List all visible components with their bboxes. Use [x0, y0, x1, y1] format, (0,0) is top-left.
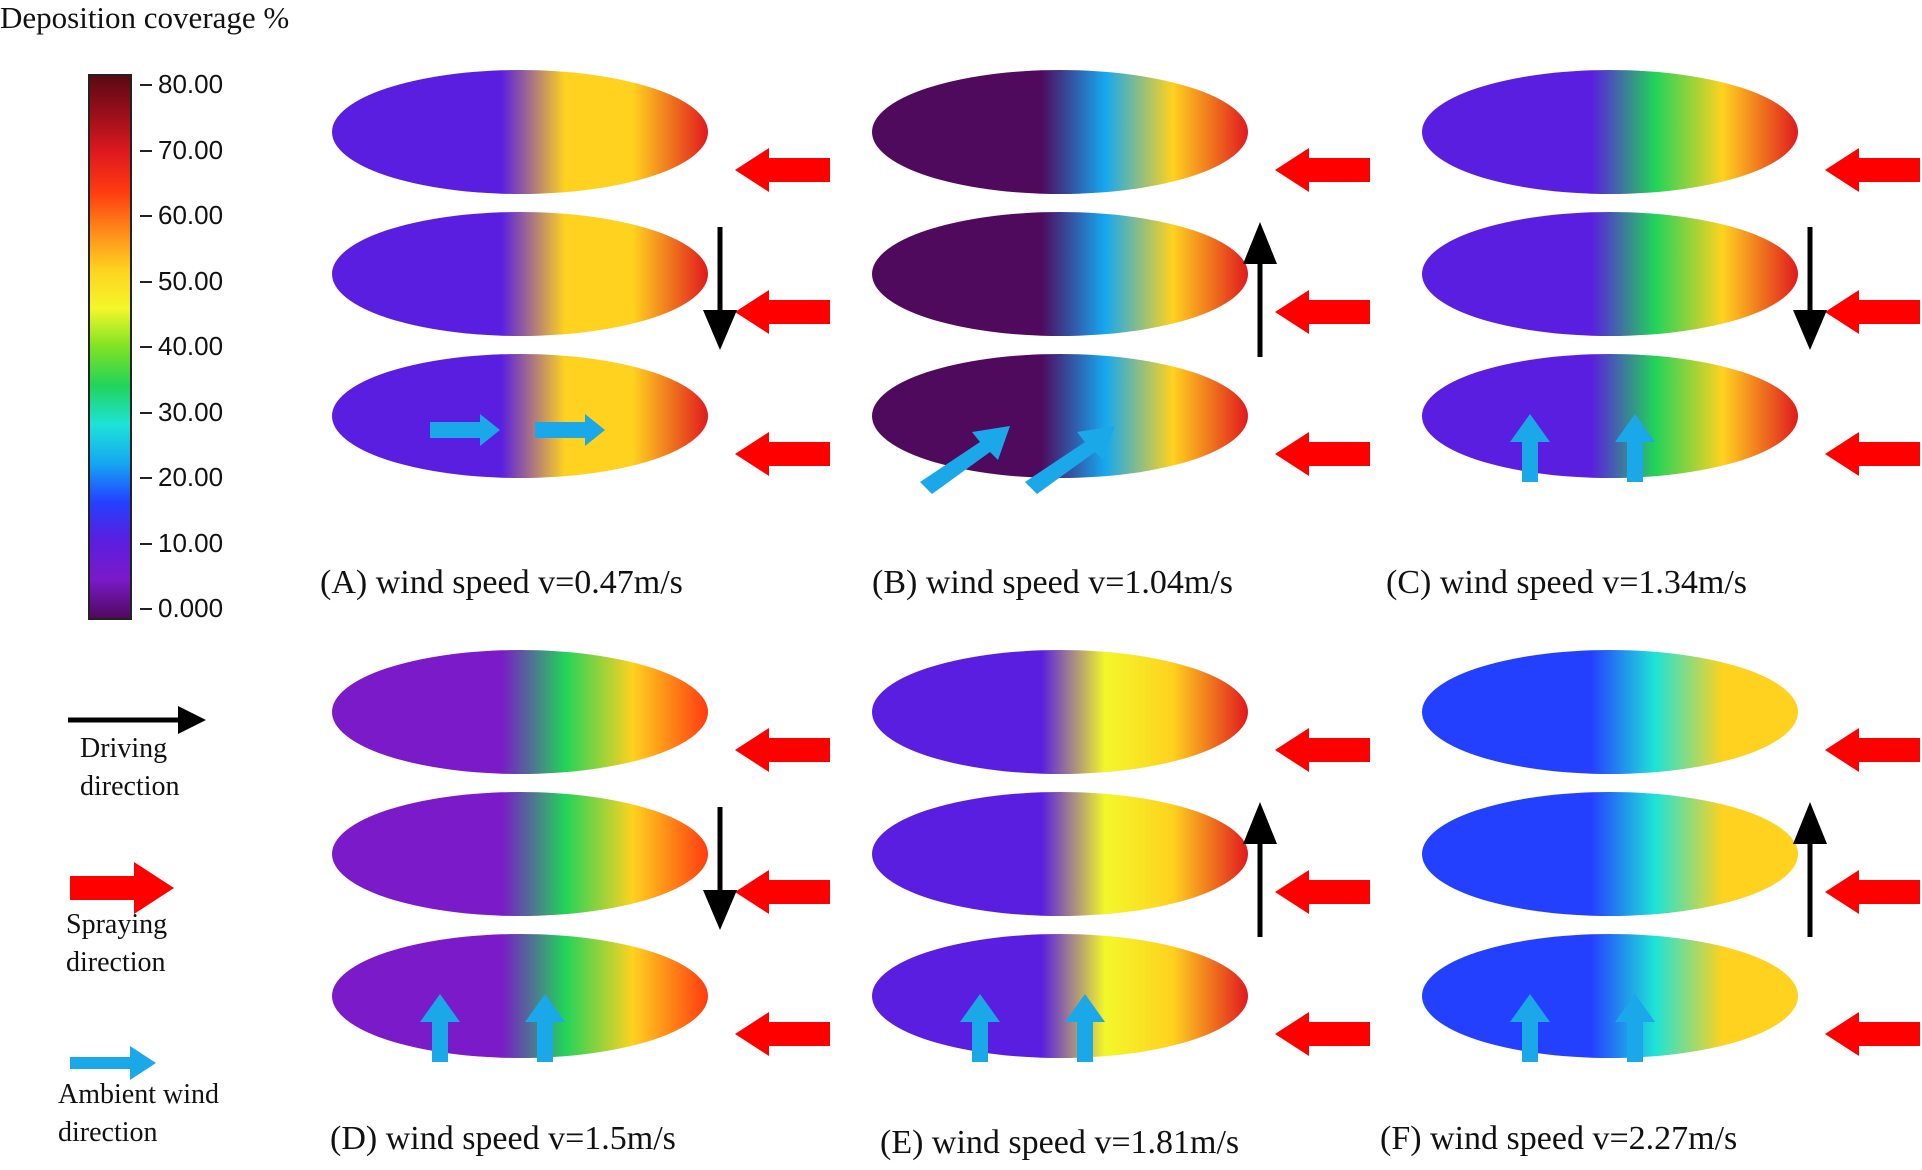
spraying-arrow-icon	[1825, 1012, 1920, 1056]
panel-d	[332, 650, 830, 1062]
spraying-arrow-icon	[1275, 432, 1370, 476]
panel-c	[1422, 70, 1920, 482]
spraying-arrow-icon	[1275, 870, 1370, 914]
panel-caption: (C) wind speed v=1.34m/s	[1386, 564, 1748, 601]
driving-arrow-icon	[1793, 802, 1827, 844]
spraying-arrow-icon	[70, 862, 174, 914]
wind-arrow-icon	[960, 994, 1000, 1062]
spraying-arrow-icon	[735, 290, 830, 334]
panel-f	[1422, 650, 1920, 1062]
coverage-ellipse	[1422, 354, 1798, 478]
panel-caption: (B) wind speed v=1.04m/s	[872, 564, 1234, 601]
colorbar-tick	[140, 84, 152, 86]
wind-arrow-icon	[1510, 414, 1550, 482]
coverage-ellipse	[872, 212, 1248, 336]
spraying-arrow-icon	[1825, 728, 1920, 772]
spraying-arrow-icon	[735, 870, 830, 914]
colorbar-tick	[140, 411, 152, 414]
wind-arrow-icon	[70, 1046, 156, 1080]
spraying-arrow-icon	[735, 728, 830, 772]
colorbar-tick-label: 0.000	[158, 593, 224, 623]
colorbar	[88, 74, 132, 620]
spraying-arrow-icon	[1275, 290, 1370, 334]
wind-arrow-icon	[430, 414, 500, 446]
colorbar-tick	[140, 477, 152, 479]
coverage-ellipse	[332, 650, 708, 774]
colorbar-tick	[140, 149, 152, 152]
panel-a	[332, 70, 830, 478]
colorbar-tick	[140, 215, 152, 217]
driving-arrow-icon	[1793, 310, 1827, 350]
colorbar-tick-label: 40.00	[158, 331, 224, 361]
colorbar-tick-label: 20.00	[158, 462, 224, 492]
spraying-arrow-icon	[1275, 728, 1370, 772]
driving-arrow-icon	[1243, 222, 1277, 264]
coverage-ellipse	[1422, 792, 1798, 916]
panel-caption: (E) wind speed v=1.81m/s	[880, 1124, 1240, 1161]
spraying-arrow-icon	[735, 1012, 830, 1056]
wind-arrow-icon	[1510, 994, 1550, 1062]
coverage-ellipse	[332, 792, 708, 916]
coverage-ellipse	[1422, 212, 1798, 336]
spraying-arrow-icon	[1825, 148, 1920, 192]
colorbar-tick	[140, 346, 152, 348]
spraying-arrow-icon	[1825, 290, 1920, 334]
colorbar-title: Deposition coverage %	[0, 0, 290, 35]
colorbar-tick	[140, 280, 152, 283]
driving-direction-label: Driving direction	[80, 733, 180, 802]
driving-arrow-icon	[1243, 802, 1277, 844]
driving-arrow-icon	[703, 890, 737, 930]
colorbar-tick-label: 70.00	[158, 134, 224, 165]
colorbar-tick	[140, 542, 152, 545]
coverage-ellipse	[872, 650, 1248, 774]
wind-arrow-icon	[1065, 994, 1105, 1062]
coverage-ellipse	[1422, 934, 1798, 1058]
panel-b	[872, 70, 1370, 494]
coverage-ellipse	[872, 70, 1248, 194]
coverage-ellipse	[872, 934, 1248, 1058]
spraying-direction-label: Spraying direction	[66, 909, 168, 978]
colorbar-tick-label: 50.00	[158, 265, 224, 296]
wind-arrow-icon	[920, 426, 1010, 494]
spraying-arrow-icon	[1825, 870, 1920, 914]
colorbar-tick	[140, 608, 152, 610]
coverage-ellipse	[872, 354, 1248, 478]
ambient-wind-label: Ambient wind direction	[58, 1079, 219, 1148]
wind-arrow-icon	[1025, 426, 1115, 494]
spraying-arrow-icon	[1275, 148, 1370, 192]
driving-arrow-icon	[703, 310, 737, 350]
spraying-arrow-icon	[735, 432, 830, 476]
panel-caption: (D) wind speed v=1.5m/s	[330, 1120, 676, 1157]
coverage-ellipse	[1422, 650, 1798, 774]
colorbar-tick-label: 60.00	[158, 200, 224, 230]
panel-caption: (A) wind speed v=0.47m/s	[320, 564, 683, 601]
wind-arrow-icon	[535, 414, 605, 446]
spraying-arrow-icon	[1275, 1012, 1370, 1056]
panel-e	[872, 650, 1370, 1062]
wind-arrow-icon	[420, 994, 460, 1062]
coverage-ellipse	[332, 212, 708, 336]
driving-arrow-icon	[68, 706, 206, 734]
spraying-arrow-icon	[1825, 432, 1920, 476]
spraying-arrow-icon	[735, 148, 830, 192]
coverage-ellipse	[1422, 70, 1798, 194]
coverage-ellipse	[332, 354, 708, 478]
colorbar-tick-label: 30.00	[158, 396, 224, 427]
wind-arrow-icon	[525, 994, 565, 1062]
panel-caption: (F) wind speed v=2.27m/s	[1380, 1120, 1738, 1157]
colorbar-tick-label: 80.00	[158, 69, 224, 99]
coverage-ellipse	[872, 792, 1248, 916]
wind-arrow-icon	[1615, 994, 1655, 1062]
wind-arrow-icon	[1615, 414, 1655, 482]
coverage-ellipse	[332, 70, 708, 194]
coverage-ellipse	[332, 934, 708, 1058]
colorbar-tick-label: 10.00	[158, 527, 224, 558]
